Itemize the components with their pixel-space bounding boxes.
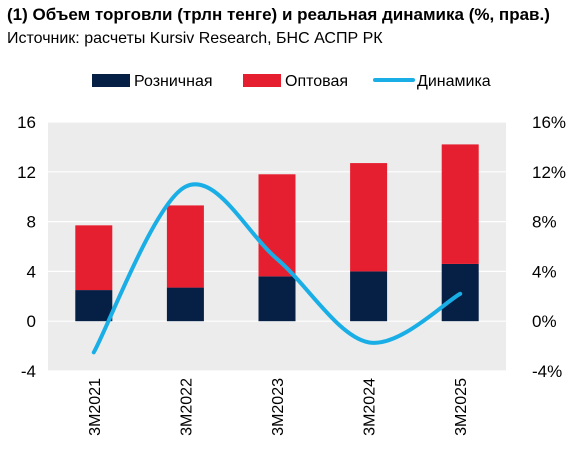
legend-label-dynamics: Динамика [417, 73, 491, 90]
dynamics-line [91, 182, 463, 355]
y2-tick-label: -4% [532, 362, 562, 381]
y-tick-label: 16 [17, 113, 36, 132]
bar-wholesale [166, 205, 204, 288]
x-tick-label: 3М2024 [362, 378, 379, 436]
legend-label-retail: Розничная [134, 73, 213, 90]
y-tick-label: 8 [27, 213, 36, 232]
y-tick-label: -4 [21, 362, 36, 381]
chart-source: Источник: расчеты Kursiv Research, БНС А… [7, 30, 383, 47]
legend-swatch-retail [92, 74, 130, 87]
bar-wholesale [75, 225, 113, 291]
chart-title: (1) Объем торговли (трлн тенге) и реальн… [7, 5, 550, 24]
legend-label-wholesale: Оптовая [285, 73, 348, 90]
y-tick-label: 4 [27, 262, 36, 281]
legend: Розничная Оптовая Динамика [92, 73, 491, 90]
y-axis-right: -4% 0% 4% 8% 12% 16% [532, 113, 566, 381]
bar-wholesale [350, 163, 388, 272]
y-axis-left: -4 0 4 8 12 16 [17, 113, 36, 381]
bar-wholesale [441, 144, 479, 264]
y-tick-label: 12 [17, 163, 36, 182]
y2-tick-label: 0% [532, 312, 557, 331]
y2-tick-label: 16% [532, 113, 566, 132]
x-tick-label: 3М2021 [87, 378, 104, 436]
x-tick-label: 3М2023 [270, 378, 287, 436]
x-axis: 3М2021 3М2022 3М2023 3М2024 3М2025 [87, 378, 470, 436]
legend-swatch-wholesale [243, 74, 281, 87]
y2-tick-label: 4% [532, 262, 557, 281]
bar-retail [166, 287, 204, 322]
bar-retail [75, 290, 113, 322]
bar-retail [258, 276, 296, 322]
y2-tick-label: 8% [532, 213, 557, 232]
y-tick-label: 0 [27, 312, 36, 331]
y2-tick-label: 12% [532, 163, 566, 182]
x-tick-label: 3М2025 [453, 378, 470, 436]
x-tick-label: 3М2022 [178, 378, 195, 436]
bar-retail [350, 271, 388, 322]
